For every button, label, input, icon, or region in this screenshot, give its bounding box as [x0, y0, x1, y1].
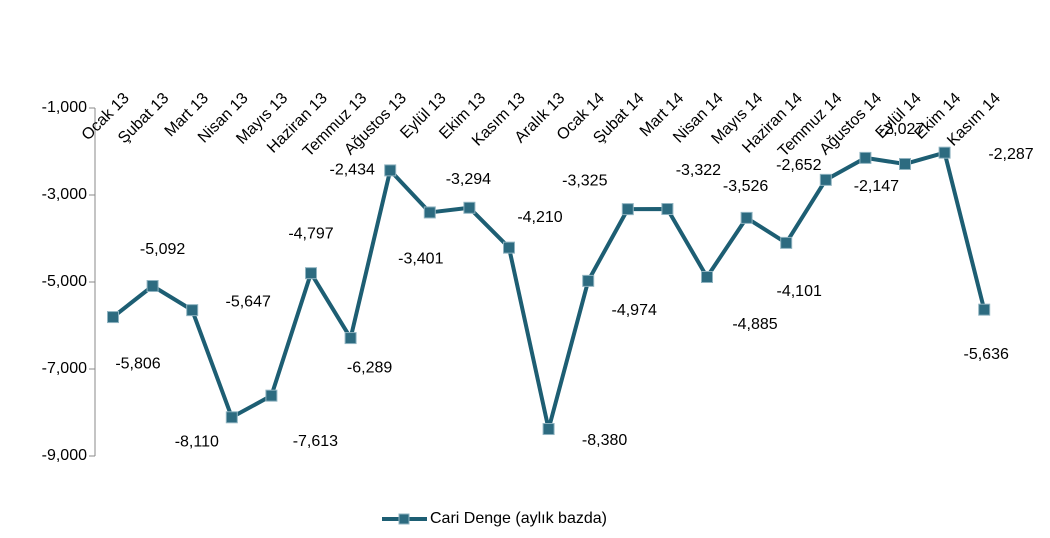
y-tick-label: -1,000	[42, 99, 87, 116]
y-tick-label: -7,000	[42, 360, 87, 377]
data-label: -3,294	[446, 171, 491, 188]
legend-marker	[398, 513, 410, 525]
data-label: -2,027	[879, 121, 924, 138]
data-label: -5,092	[140, 241, 185, 258]
data-point	[859, 151, 872, 164]
y-tick-label: -9,000	[42, 447, 87, 464]
data-label: -5,806	[115, 355, 160, 372]
data-label: -3,325	[562, 172, 607, 189]
data-point	[344, 332, 357, 345]
data-point	[265, 389, 278, 402]
data-point	[542, 423, 555, 436]
data-label: -4,797	[288, 225, 333, 242]
data-label: -5,636	[964, 346, 1009, 363]
data-point	[661, 203, 674, 216]
data-label: -5,647	[226, 293, 271, 310]
data-label: -4,101	[777, 283, 822, 300]
data-label: -3,322	[676, 162, 721, 179]
data-point	[225, 411, 238, 424]
legend-label: Cari Denge (aylık bazda)	[430, 510, 607, 527]
data-point	[621, 203, 634, 216]
data-point	[186, 304, 199, 317]
data-point	[819, 173, 832, 186]
y-tick-label: -3,000	[42, 186, 87, 203]
data-label: -8,110	[175, 434, 219, 451]
data-label: -2,652	[776, 157, 821, 174]
data-label: -4,885	[732, 316, 777, 333]
y-tick-label: -5,000	[42, 273, 87, 290]
data-label: -3,401	[398, 251, 443, 268]
data-point	[701, 270, 713, 283]
data-point	[780, 236, 793, 249]
data-label: -6,289	[347, 359, 392, 376]
data-point	[423, 206, 436, 219]
data-label: -4,210	[517, 209, 562, 226]
data-label: -4,974	[612, 302, 657, 319]
data-point	[503, 241, 515, 254]
data-point	[938, 146, 951, 159]
data-point	[107, 311, 119, 324]
data-label: -2,434	[330, 162, 375, 179]
data-label: -2,287	[988, 146, 1033, 163]
data-point	[978, 303, 991, 316]
data-label: -8,380	[582, 432, 627, 449]
data-point	[146, 280, 159, 293]
data-label: -3,526	[723, 178, 768, 195]
data-label: -2,147	[854, 178, 899, 195]
data-point	[740, 211, 753, 224]
data-point	[899, 157, 911, 170]
data-point	[305, 267, 317, 280]
data-point	[582, 274, 595, 287]
data-label: -7,613	[293, 433, 338, 450]
data-point	[384, 164, 397, 177]
data-point	[463, 201, 476, 214]
